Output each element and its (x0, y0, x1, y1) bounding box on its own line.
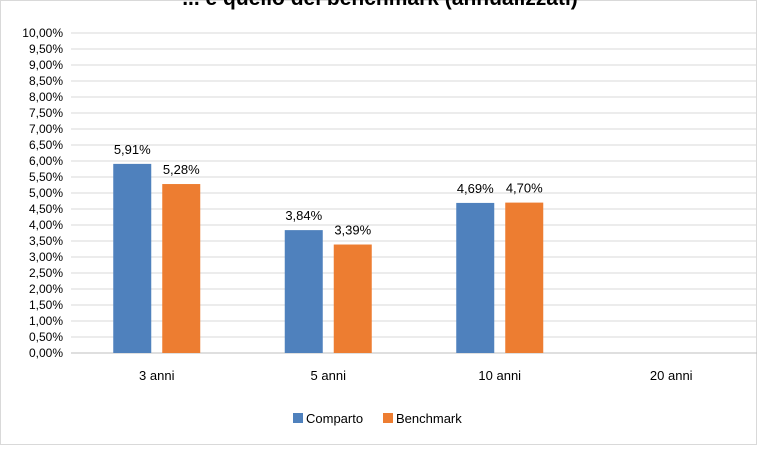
bar-benchmark (162, 184, 201, 353)
y-tick-label: 5,00% (29, 186, 63, 200)
y-tick-label: 6,50% (29, 138, 63, 152)
bars (113, 163, 544, 353)
data-label: 3,39% (334, 223, 371, 238)
bar-comparto (113, 163, 152, 353)
bar-benchmark (505, 202, 544, 353)
y-axis-ticks: 0,00% 0,50% 1,00% 1,50% 2,00% 2,50% 3,00% 3,50%… (22, 26, 63, 360)
legend-label-benchmark: Benchmark (396, 411, 462, 426)
bar-comparto (284, 230, 323, 353)
x-axis: 3 anni 5 anni 10 anni 20 anni (139, 368, 693, 383)
y-tick-label: 1,00% (29, 314, 63, 328)
chart-title: ... e quello del benchmark (annualizzati… (1, 0, 758, 11)
legend-swatch-comparto (293, 413, 303, 423)
y-tick-label: 3,50% (29, 234, 63, 248)
y-tick-label: 0,50% (29, 330, 63, 344)
bar-comparto (456, 202, 495, 353)
y-tick-label: 7,50% (29, 106, 63, 120)
y-tick-label: 9,00% (29, 58, 63, 72)
legend: Comparto Benchmark (293, 411, 462, 426)
y-tick-label: 0,00% (29, 346, 63, 360)
y-tick-label: 9,50% (29, 42, 63, 56)
data-label: 4,69% (457, 181, 494, 196)
y-tick-label: 8,00% (29, 90, 63, 104)
data-label: 4,70% (506, 181, 543, 196)
x-tick-label: 10 anni (478, 368, 521, 383)
x-tick-label: 20 anni (650, 368, 693, 383)
y-tick-label: 8,50% (29, 74, 63, 88)
y-tick-label: 4,00% (29, 218, 63, 232)
y-tick-label: 3,00% (29, 250, 63, 264)
legend-label-comparto: Comparto (306, 411, 363, 426)
data-label: 5,91% (114, 142, 151, 157)
y-tick-label: 1,50% (29, 298, 63, 312)
x-tick-label: 3 anni (139, 368, 175, 383)
data-label: 3,84% (285, 208, 322, 223)
y-tick-label: 2,50% (29, 266, 63, 280)
y-tick-label: 10,00% (22, 26, 63, 40)
data-label: 5,28% (163, 162, 200, 177)
legend-swatch-benchmark (383, 413, 393, 423)
data-labels: 5,91% 5,28% 3,84% 3,39% 4,69% 4,70% (114, 142, 543, 238)
y-tick-label: 7,00% (29, 122, 63, 136)
y-tick-label: 2,00% (29, 282, 63, 296)
y-tick-label: 6,00% (29, 154, 63, 168)
y-tick-label: 4,50% (29, 202, 63, 216)
x-tick-label: 5 anni (311, 368, 347, 383)
y-tick-label: 5,50% (29, 170, 63, 184)
bar-benchmark (333, 244, 372, 353)
